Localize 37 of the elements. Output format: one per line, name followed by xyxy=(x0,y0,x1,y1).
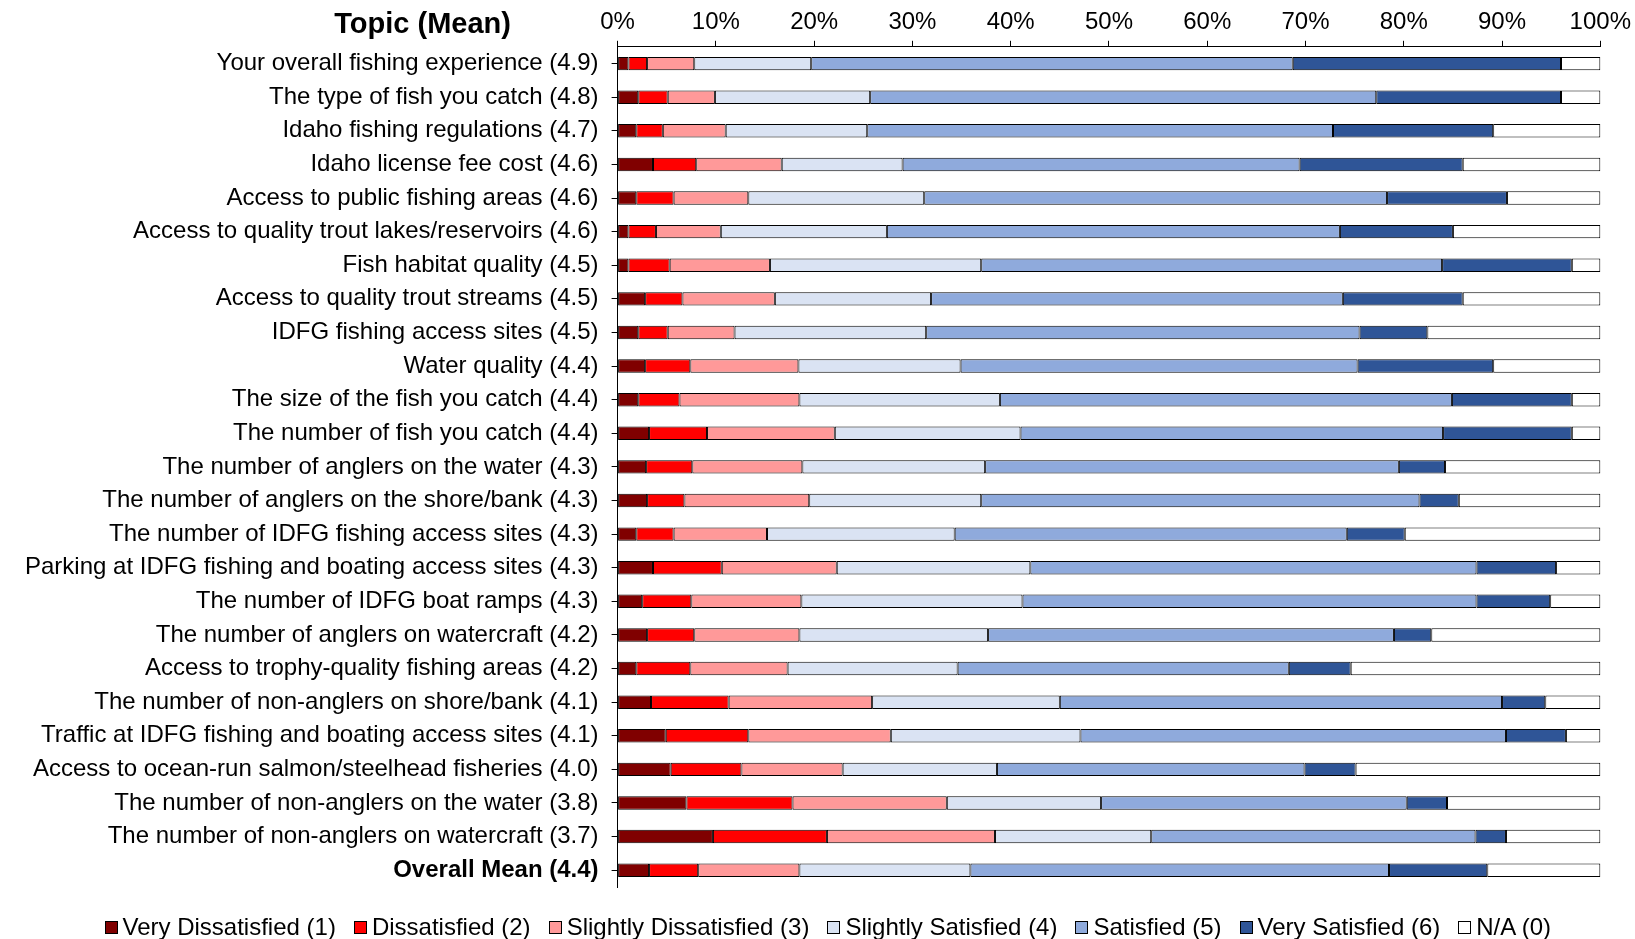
y-tick-label: Fish habitat quality (4.5) xyxy=(342,249,599,277)
y-tick-label: Access to quality trout streams (4.5) xyxy=(215,283,599,311)
y-tick-label: Idaho license fee cost (4.6) xyxy=(310,149,599,177)
x-tick-label: 40% xyxy=(986,7,1035,35)
x-tick-label: 60% xyxy=(1183,7,1232,35)
y-tick-label: The number of non-anglers on the water (3.8) xyxy=(114,787,599,815)
y-tick-label: The type of fish you catch (4.8) xyxy=(269,81,599,109)
y-tick-label: The number of IDFG fishing access sites (4.3) xyxy=(109,518,599,546)
y-tick-label: The size of the fish you catch (4.4) xyxy=(231,384,599,412)
x-tick-label: 90% xyxy=(1478,7,1527,35)
y-tick-label: The number of anglers on watercraft (4.2) xyxy=(155,619,599,647)
y-tick-label: The number of non-anglers on shore/bank (4.1) xyxy=(94,686,599,714)
x-tick-label: 20% xyxy=(790,7,839,35)
y-tick-label: Access to public fishing areas (4.6) xyxy=(226,182,599,210)
y-tick-label: The number of anglers on the water (4.3) xyxy=(162,451,599,479)
y-tick-label: IDFG fishing access sites (4.5) xyxy=(271,317,599,345)
y-tick-label: The number of non-anglers on watercraft (3.7) xyxy=(107,821,599,849)
y-tick-label: Access to quality trout lakes/reservoirs (4.6) xyxy=(133,216,599,244)
y-tick-label: The number of IDFG boat ramps (4.3) xyxy=(195,585,599,613)
x-tick-label: 80% xyxy=(1379,7,1428,35)
x-tick-label: 70% xyxy=(1281,7,1330,35)
y-tick-label: Your overall fishing experience (4.9) xyxy=(216,48,599,76)
y-tick-label: Idaho fishing regulations (4.7) xyxy=(282,115,599,143)
y-axis-title: Topic (Mean) xyxy=(334,7,511,39)
x-tick-label: 10% xyxy=(691,7,740,35)
y-tick-label: Parking at IDFG fishing and boating access sites (4.3) xyxy=(25,552,599,580)
y-tick-label: Access to ocean-run salmon/steelhead fisheries (4.0) xyxy=(32,754,599,781)
y-tick-label: Water quality (4.4) xyxy=(403,350,599,378)
y-tick-label: The number of anglers on the shore/bank (4.3) xyxy=(102,485,599,513)
x-tick-label: 30% xyxy=(888,7,937,35)
y-tick-label: The number of fish you catch (4.4) xyxy=(233,417,599,445)
x-tick-label: 50% xyxy=(1084,7,1133,35)
x-tick-label: 100% xyxy=(1569,7,1631,35)
y-tick-label: Overall Mean (4.4) xyxy=(393,854,599,882)
y-tick-label: Traffic at IDFG fishing and boating access sites (4.1) xyxy=(41,720,599,748)
y-tick-label: Access to trophy-quality fishing areas (4.2) xyxy=(145,653,599,681)
x-tick-label: 0% xyxy=(600,7,635,35)
